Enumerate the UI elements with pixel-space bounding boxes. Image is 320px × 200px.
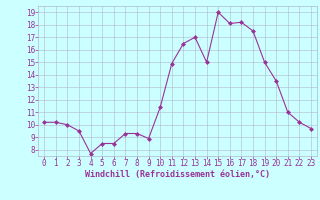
X-axis label: Windchill (Refroidissement éolien,°C): Windchill (Refroidissement éolien,°C)	[85, 170, 270, 179]
